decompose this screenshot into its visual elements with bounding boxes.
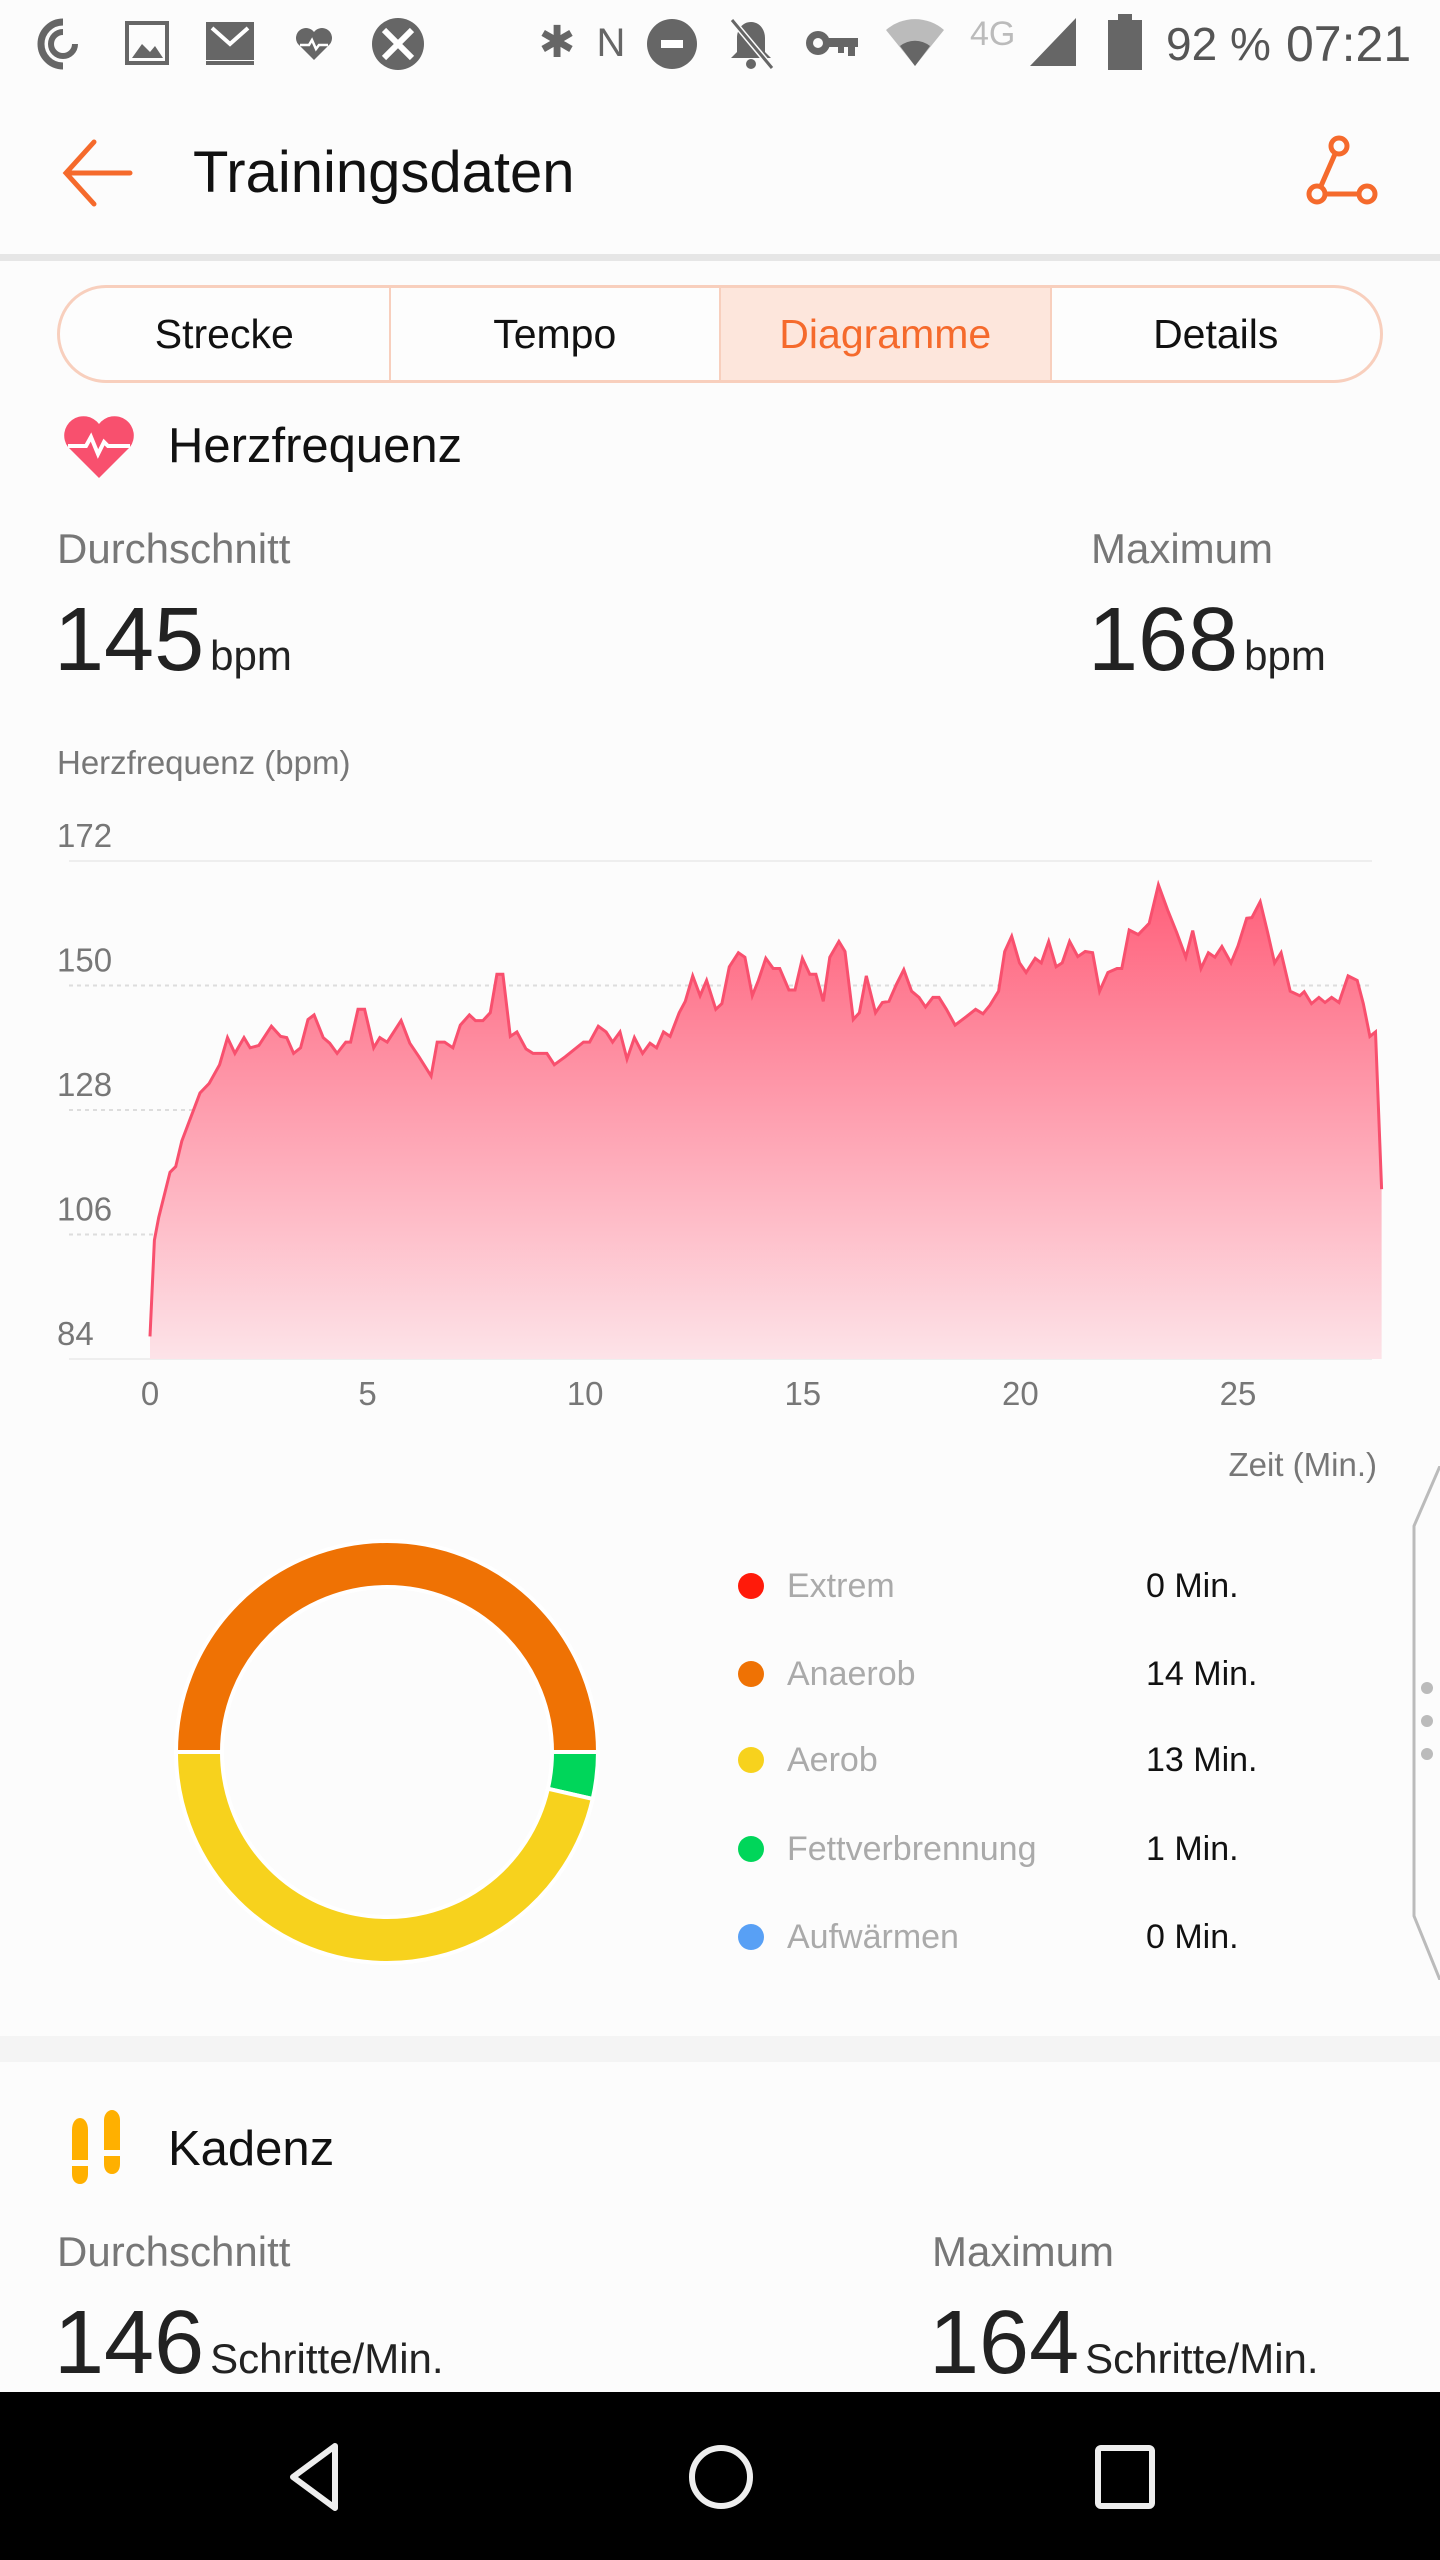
cadence-avg-label: Durchschnitt bbox=[57, 2228, 291, 2275]
legend-dot bbox=[738, 1747, 764, 1773]
x-tick-label: 10 bbox=[567, 1375, 604, 1412]
cadence-avg-value: 146 Schritte/Min. bbox=[54, 2293, 444, 2409]
back-button[interactable] bbox=[60, 138, 136, 208]
no-tools-icon bbox=[372, 18, 424, 70]
cadence-avg-number: 146 bbox=[54, 2293, 205, 2393]
legend-label: Aerob bbox=[787, 1741, 878, 1779]
hr-max-value: 168 bpm bbox=[1088, 590, 1326, 706]
legend-dot bbox=[738, 1924, 764, 1950]
nfc-icon: N bbox=[596, 21, 626, 65]
navigation-bar bbox=[0, 2392, 1440, 2560]
legend-dot bbox=[738, 1836, 764, 1862]
tab-details[interactable]: Details bbox=[1049, 288, 1381, 380]
y-tick-label: 106 bbox=[57, 1191, 112, 1228]
legend-value: 13 Min. bbox=[1146, 1741, 1258, 1779]
tab-tempo[interactable]: Tempo bbox=[388, 288, 720, 380]
image-icon bbox=[125, 21, 169, 65]
vpn-key-icon bbox=[806, 31, 858, 56]
legend-label: Fettverbrennung bbox=[787, 1830, 1037, 1868]
y-tick-label: 150 bbox=[57, 942, 112, 979]
share-icon[interactable] bbox=[1305, 134, 1381, 210]
cadence-max-unit: Schritte/Min. bbox=[1085, 2335, 1319, 2382]
x-tick-label: 0 bbox=[141, 1375, 159, 1412]
section-separator bbox=[0, 2036, 1440, 2062]
network-type: 4G bbox=[970, 15, 1016, 53]
legend-dot bbox=[738, 1573, 764, 1599]
hr-max-number: 168 bbox=[1088, 590, 1239, 690]
cadence-avg-unit: Schritte/Min. bbox=[210, 2335, 444, 2382]
heart-rate-icon bbox=[296, 28, 332, 60]
hr-max-unit: bpm bbox=[1244, 632, 1326, 679]
legend-label: Extrem bbox=[787, 1567, 895, 1605]
cadence-title: Kadenz bbox=[168, 2122, 335, 2176]
mute-bell-icon bbox=[729, 18, 775, 70]
chart-x-label: Zeit (Min.) bbox=[1228, 1446, 1378, 1483]
clock: 07:21 bbox=[1286, 16, 1412, 72]
cadence-max-number: 164 bbox=[929, 2293, 1080, 2393]
battery-percent: 92 % bbox=[1166, 18, 1271, 70]
signal-icon bbox=[1030, 18, 1076, 66]
hr-avg-unit: bpm bbox=[210, 632, 292, 679]
footsteps-icon bbox=[72, 2110, 120, 2184]
x-tick-label: 25 bbox=[1220, 1375, 1257, 1412]
home-circle-icon[interactable] bbox=[686, 2442, 756, 2512]
hr-area-fill bbox=[150, 884, 1382, 1359]
heart-icon bbox=[64, 416, 134, 478]
status-bar: ✱ N 4G 92 % 07:21 bbox=[0, 0, 1440, 90]
cadence-max-label: Maximum bbox=[932, 2228, 1115, 2275]
bluetooth-icon: ✱ bbox=[538, 18, 576, 67]
hr-avg-label: Durchschnitt bbox=[57, 525, 291, 572]
page-title: Trainingsdaten bbox=[193, 140, 575, 205]
legend-value: 0 Min. bbox=[1146, 1567, 1239, 1605]
mail-icon bbox=[206, 22, 254, 65]
recents-square-icon[interactable] bbox=[1094, 2444, 1156, 2510]
donut-slice-aerob bbox=[173, 1750, 596, 1965]
y-tick-label: 128 bbox=[57, 1066, 112, 1103]
legend-value: 14 Min. bbox=[1146, 1655, 1258, 1693]
battery-icon bbox=[1108, 14, 1142, 70]
back-triangle-icon[interactable] bbox=[285, 2442, 345, 2512]
y-tick-label: 84 bbox=[57, 1315, 94, 1352]
chart-y-label: Herzfrequenz (bpm) bbox=[57, 744, 351, 781]
y-tick-label: 172 bbox=[57, 817, 112, 854]
tab-bar: Strecke Tempo Diagramme Details bbox=[57, 285, 1383, 383]
cadence-max-value: 164 Schritte/Min. bbox=[929, 2293, 1319, 2409]
hr-avg-number: 145 bbox=[54, 590, 205, 690]
wifi-icon bbox=[886, 19, 944, 66]
legend-label: Anaerob bbox=[787, 1655, 916, 1693]
heart-rate-chart: 172 150 128 106 84 0 5 10 15 20 25 bbox=[57, 817, 1384, 1412]
do-not-disturb-icon bbox=[647, 19, 697, 69]
legend-value: 1 Min. bbox=[1146, 1830, 1239, 1868]
tab-diagramme[interactable]: Diagramme bbox=[719, 288, 1050, 380]
legend-label: Aufwärmen bbox=[787, 1918, 959, 1956]
hr-avg-value: 145 bpm bbox=[54, 590, 292, 706]
header-divider bbox=[0, 254, 1440, 261]
edge-panel-handle[interactable] bbox=[1410, 1466, 1440, 1980]
hr-series-line bbox=[148, 879, 1384, 1337]
zone-donut-chart bbox=[173, 1539, 601, 1965]
legend-dot bbox=[738, 1661, 764, 1687]
heart-rate-title: Herzfrequenz bbox=[168, 419, 463, 473]
tab-strecke[interactable]: Strecke bbox=[154, 310, 294, 357]
x-tick-label: 5 bbox=[358, 1375, 376, 1412]
x-tick-label: 15 bbox=[784, 1375, 821, 1412]
donut-slice-anaerob bbox=[173, 1539, 601, 1754]
hr-max-label: Maximum bbox=[1091, 525, 1274, 572]
sync-icon bbox=[37, 18, 78, 70]
x-tick-label: 20 bbox=[1002, 1375, 1039, 1412]
legend-value: 0 Min. bbox=[1146, 1918, 1239, 1956]
